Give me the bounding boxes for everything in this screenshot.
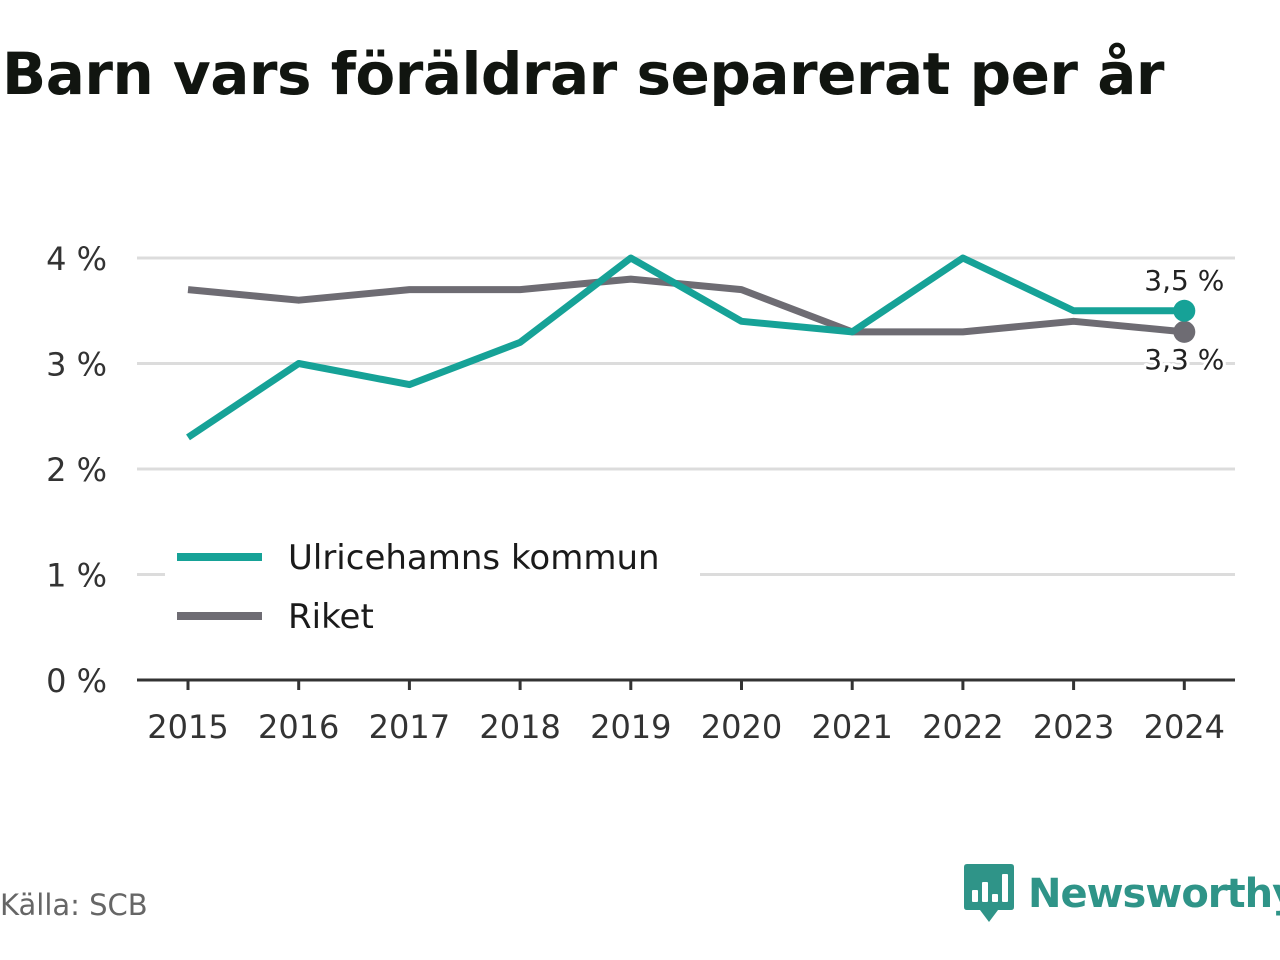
x-tick-label: 2020 xyxy=(701,708,782,746)
x-tick-label: 2018 xyxy=(479,708,560,746)
x-tick-label: 2015 xyxy=(147,708,228,746)
end-value-label: 3,5 % xyxy=(1144,264,1224,297)
end-point-marker xyxy=(1173,299,1196,322)
x-tick-label: 2024 xyxy=(1144,708,1225,746)
end-point-marker xyxy=(1173,320,1196,343)
x-tick-label: 2017 xyxy=(369,708,450,746)
x-tick-label: 2016 xyxy=(258,708,339,746)
y-tick-label: 3 % xyxy=(46,346,107,384)
x-tick-label: 2022 xyxy=(922,708,1003,746)
brand-name: Newsworthy xyxy=(1028,871,1280,917)
newsworthy-logo: Newsworthy xyxy=(964,864,1280,924)
newsworthy-chart-icon xyxy=(964,864,1014,922)
x-tick-label: 2023 xyxy=(1033,708,1114,746)
x-tick-label: 2021 xyxy=(811,708,892,746)
series-line xyxy=(187,275,1185,336)
y-tick-label: 2 % xyxy=(46,451,107,489)
legend-background xyxy=(165,527,700,647)
series-line xyxy=(186,254,1185,441)
end-value-label: 3,3 % xyxy=(1144,343,1224,376)
end-labels: 3,5 % 3,3 % xyxy=(1141,261,1227,379)
series-lines xyxy=(186,254,1196,441)
y-tick-label: 0 % xyxy=(46,662,107,700)
source-note: Källa: SCB xyxy=(0,888,148,922)
legend: Ulricehamns kommun Riket xyxy=(165,527,700,647)
y-tick-label: 1 % xyxy=(46,557,107,595)
legend-label: Ulricehamns kommun xyxy=(288,538,660,578)
chart-title: Barn vars föräldrar separerat per år xyxy=(2,40,1164,108)
x-axis: 2015 2016 2017 2018 2019 2020 2021 2022 2023 2024 xyxy=(137,678,1235,746)
legend-label: Riket xyxy=(288,597,374,637)
y-axis-ticks: 0 % 1 % 2 % 3 % 4 % xyxy=(46,240,107,700)
y-tick-label: 4 % xyxy=(46,240,107,278)
x-tick-label: 2019 xyxy=(590,708,671,746)
